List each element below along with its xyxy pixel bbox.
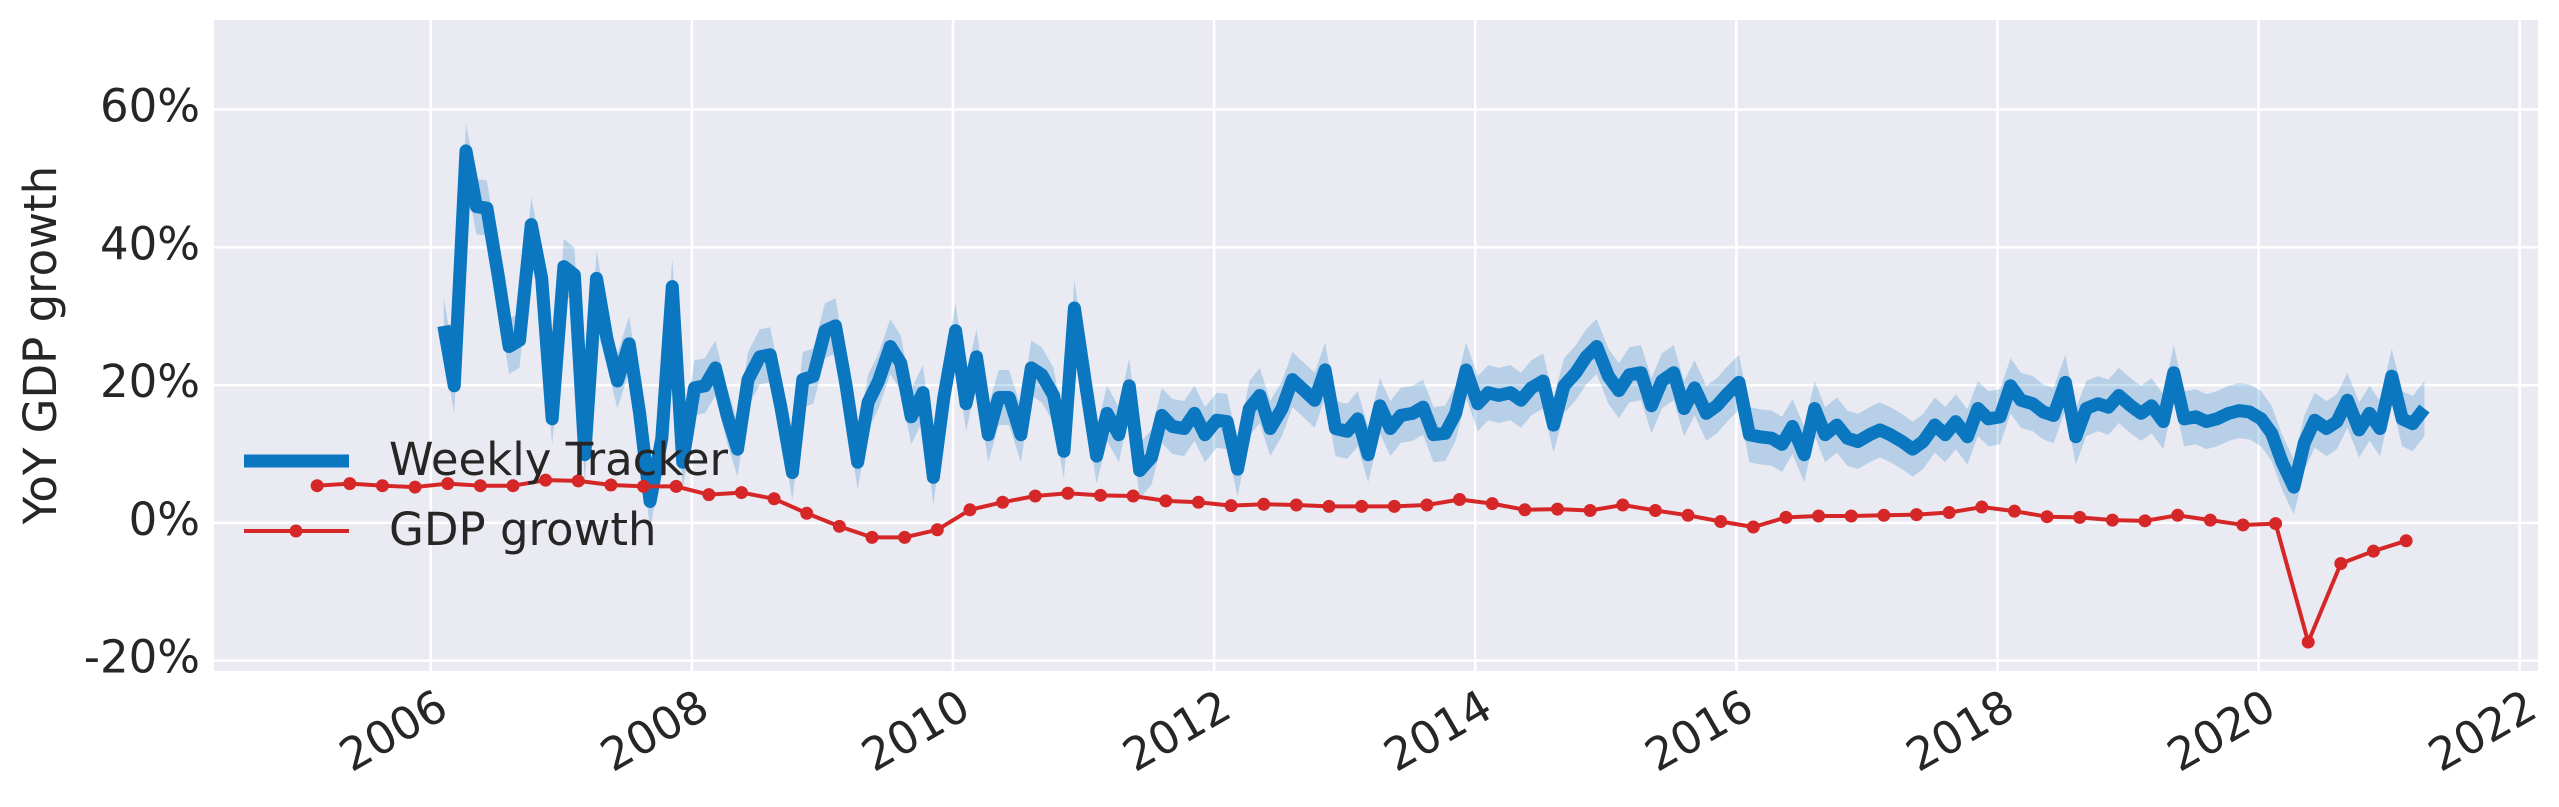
marker (1126, 489, 1140, 503)
marker (2171, 508, 2185, 522)
marker (1812, 509, 1826, 523)
marker (1061, 486, 1075, 500)
x-tick-label: 2016 (1636, 679, 1762, 782)
marker (1746, 520, 1760, 534)
marker (800, 506, 814, 520)
marker (441, 477, 455, 491)
marker (473, 479, 487, 493)
marker (734, 486, 748, 500)
marker (2301, 635, 2315, 649)
marker (1485, 497, 1499, 511)
marker (1387, 499, 1401, 513)
x-tick-label: 2022 (2420, 679, 2546, 782)
marker (2105, 513, 2119, 527)
marker (1910, 508, 1924, 522)
marker (1453, 492, 1467, 506)
marker (506, 479, 520, 493)
marker (2236, 518, 2250, 532)
marker (375, 479, 389, 493)
marker (1714, 515, 1728, 529)
marker (1550, 502, 1564, 516)
marker (604, 478, 618, 492)
y-tick-label: -20% (84, 631, 200, 684)
marker (1583, 503, 1597, 517)
marker (1518, 503, 1532, 517)
x-tick-label: 2020 (2158, 679, 2284, 782)
x-tick-label: 2012 (1114, 679, 1240, 782)
marker (1681, 508, 1695, 522)
marker (1942, 506, 1956, 520)
legend-label: GDP growth (389, 503, 657, 556)
marker (1322, 499, 1336, 513)
marker (996, 495, 1010, 509)
y-tick-label: 40% (100, 217, 200, 270)
marker (1420, 498, 1434, 512)
x-tick-label: 2006 (331, 679, 457, 782)
marker (2269, 517, 2283, 531)
marker (1648, 503, 1662, 517)
marker (343, 477, 357, 491)
y-axis-label: YoY GDP growth (14, 166, 67, 525)
x-tick-label: 2014 (1375, 679, 1501, 782)
marker (539, 473, 553, 487)
marker (310, 479, 324, 493)
marker (1191, 495, 1205, 509)
x-tick-label: 2008 (592, 679, 718, 782)
marker (1289, 498, 1303, 512)
marker (832, 519, 846, 533)
marker (2073, 510, 2087, 524)
marker (2007, 504, 2021, 518)
marker (1877, 508, 1891, 522)
marker (2334, 557, 2348, 571)
marker (637, 479, 651, 493)
marker (865, 530, 879, 544)
marker (702, 488, 716, 502)
marker (408, 480, 422, 494)
y-tick-label: 0% (129, 493, 200, 546)
legend-marker (289, 524, 303, 538)
marker (1844, 509, 1858, 523)
x-tick-label: 2018 (1897, 679, 2023, 782)
marker (2203, 513, 2217, 527)
marker (930, 523, 944, 537)
marker (1159, 494, 1173, 508)
marker (1355, 499, 1369, 513)
marker (669, 479, 683, 493)
marker (2399, 534, 2413, 548)
x-tick-label: 2010 (853, 679, 979, 782)
marker (767, 492, 781, 506)
marker (963, 503, 977, 517)
legend-label: Weekly Tracker (389, 433, 729, 486)
line (437, 144, 2430, 509)
marker (1094, 488, 1108, 502)
marker (2040, 510, 2054, 524)
marker (1224, 499, 1238, 513)
marker (898, 530, 912, 544)
marker (2138, 514, 2152, 528)
marker (1779, 510, 1793, 524)
y-tick-label: 60% (100, 80, 200, 133)
marker (1028, 489, 1042, 503)
marker (2366, 544, 2380, 558)
plot-area (214, 20, 2538, 671)
y-tick-label: 20% (100, 355, 200, 408)
marker (1975, 500, 1989, 514)
marker (1616, 498, 1630, 512)
marker (571, 474, 585, 488)
marker (1257, 497, 1271, 511)
